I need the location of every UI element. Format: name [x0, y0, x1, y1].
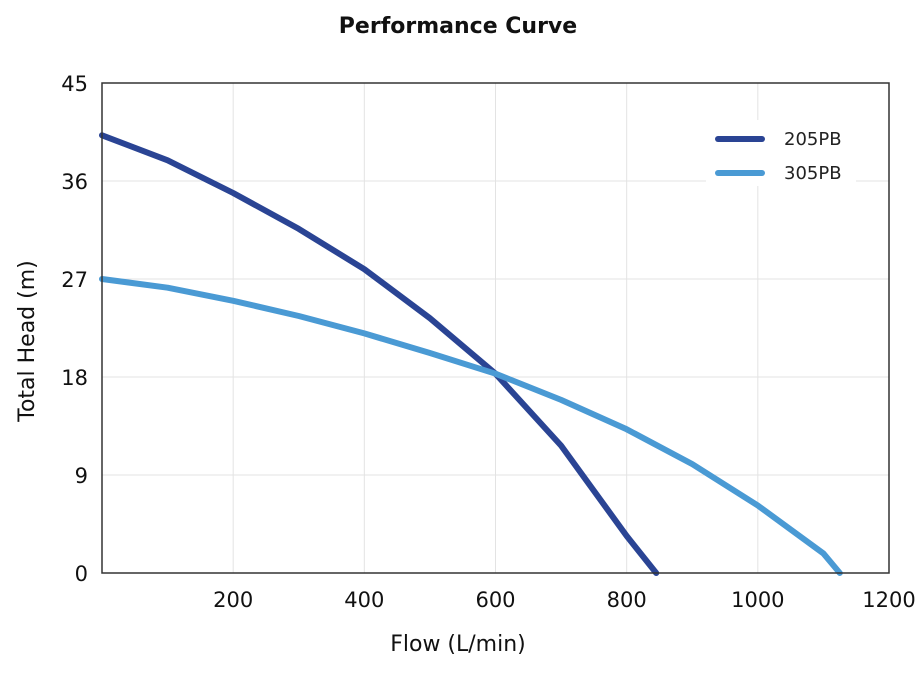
series-layer [99, 132, 843, 576]
y-axis-label: Total Head (m) [15, 260, 40, 423]
x-tick-label: 1200 [862, 588, 915, 612]
x-tick-label: 400 [344, 588, 384, 612]
series-line-305PB [99, 276, 843, 576]
y-tick-label: 27 [61, 268, 88, 292]
chart-title: Performance Curve [339, 14, 577, 39]
x-tick-label: 1000 [731, 588, 784, 612]
y-tick-label: 9 [75, 464, 88, 488]
x-tick-label: 200 [213, 588, 253, 612]
x-tick-label: 800 [607, 588, 647, 612]
y-tick-label: 0 [75, 562, 88, 586]
y-tick-label: 45 [61, 72, 88, 96]
plot-frame [101, 82, 890, 574]
legend-label-305PB: 305PB [784, 163, 842, 184]
x-axis-label: Flow (L/min) [390, 632, 526, 657]
legend-label-205PB: 205PB [784, 129, 842, 150]
series-line-205PB [99, 132, 660, 576]
y-tick-label: 36 [61, 170, 88, 194]
y-tick-label: 18 [61, 366, 88, 390]
legend: 205PB 305PB [706, 120, 856, 186]
x-tick-label: 600 [475, 588, 515, 612]
x-tick-labels: 200 400 600 800 1000 1200 [213, 588, 916, 612]
y-tick-labels: 0 9 18 27 36 45 [61, 72, 88, 586]
